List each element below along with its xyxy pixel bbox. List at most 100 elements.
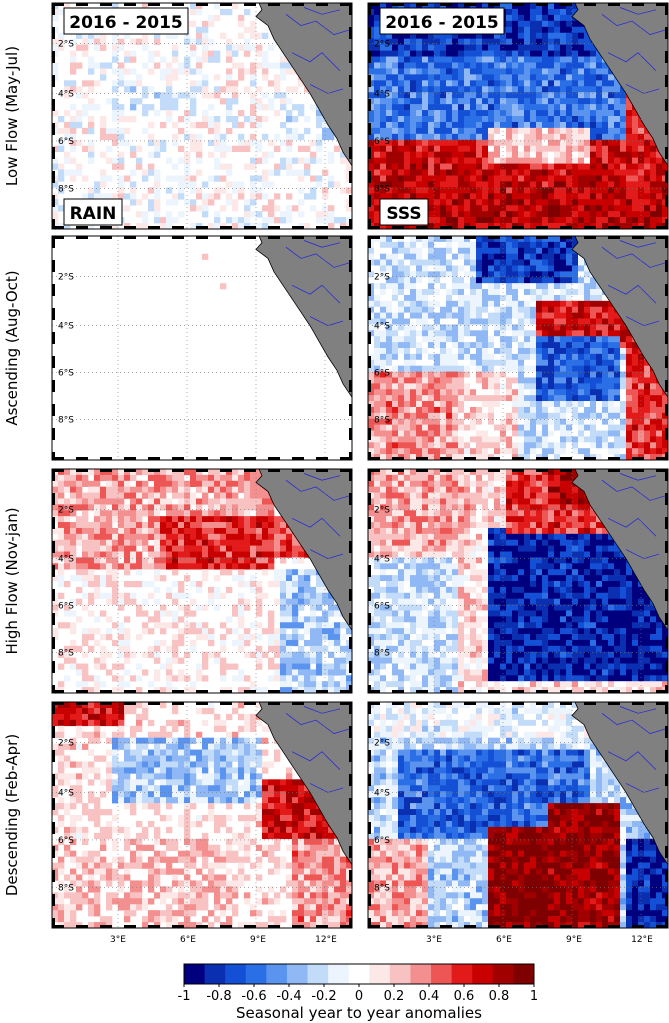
lon-tick: 6°E <box>496 935 512 945</box>
river-line <box>291 751 341 771</box>
colorbar-swatch <box>431 964 453 984</box>
colorbar-tick-label: -0.8 <box>206 989 231 1004</box>
river-line <box>285 713 350 734</box>
lon-tick: 3°E <box>110 935 126 945</box>
lat-tick: 4°S <box>374 89 390 99</box>
colorbar-swatch <box>245 964 267 984</box>
river-line <box>607 52 657 72</box>
lat-tick: 4°S <box>374 555 390 565</box>
river-line <box>303 473 341 481</box>
lat-tick: 4°S <box>58 555 74 565</box>
colorbar-tick-label: 0.8 <box>489 989 510 1004</box>
colorbar-swatch <box>472 964 494 984</box>
row-label-ascending: Ascending (Aug-Oct) <box>3 270 21 425</box>
river-line <box>619 706 657 714</box>
lat-tick: 8°S <box>374 883 390 893</box>
colorbar-swatch <box>225 964 247 984</box>
river-line <box>291 284 341 304</box>
colorbar-tick-label: 1 <box>530 989 538 1004</box>
river-line <box>303 7 341 15</box>
river-line <box>303 240 341 248</box>
river-line <box>285 14 350 35</box>
river-line <box>285 246 350 268</box>
lat-tick: 2°S <box>58 272 74 282</box>
rain-variable-label: RAIN <box>70 204 117 224</box>
colorbar-tick-label: -1 <box>178 989 191 1004</box>
colorbar-tick-label: 0.4 <box>419 989 440 1004</box>
lat-tick: 4°S <box>374 788 390 798</box>
river-line <box>619 7 657 15</box>
sss-map-panel: 2°S 4°S 6°S 8°S <box>367 235 669 461</box>
lat-tick: 4°S <box>58 89 74 99</box>
river-line <box>601 14 666 35</box>
colorbar-tick-label: 0.6 <box>454 989 475 1004</box>
colorbar-swatch <box>184 964 205 984</box>
colorbar-swatch <box>513 964 535 984</box>
lat-tick: 6°S <box>374 137 390 147</box>
row-label-descending: Descending (Feb-Apr) <box>3 734 21 896</box>
lat-tick: 8°S <box>374 416 390 426</box>
river-line <box>607 284 657 304</box>
rain-map-panel: 2°S 4°S 6°S 8°S <box>51 2 353 230</box>
lat-tick: 2°S <box>374 272 390 282</box>
colorbar <box>183 963 535 985</box>
river-line <box>619 473 657 481</box>
lon-tick: 12°E <box>631 935 653 945</box>
lon-tick: 12°E <box>315 935 337 945</box>
rain-variable-box: RAIN <box>63 198 123 226</box>
colorbar-swatch <box>307 964 329 984</box>
colorbar-swatch <box>492 964 514 984</box>
colorbar-tick-label: -0.2 <box>311 989 336 1004</box>
river-line <box>601 479 666 501</box>
colorbar-tick-label: 0 <box>355 989 363 1004</box>
lat-tick: 8°S <box>58 649 74 659</box>
colorbar-tick-label: 0.2 <box>384 989 405 1004</box>
lat-tick: 6°S <box>58 369 74 379</box>
lat-tick: 8°S <box>58 184 74 194</box>
colorbar-swatch <box>286 964 308 984</box>
river-line <box>601 713 666 734</box>
colorbar-swatch <box>266 964 288 984</box>
lat-tick: 2°S <box>374 739 390 749</box>
river-line <box>607 517 657 537</box>
lat-tick: 2°S <box>58 40 74 50</box>
row-label-low-flow: Low Flow (May-Jul) <box>3 46 21 186</box>
colorbar-swatch <box>204 964 226 984</box>
lat-tick: 2°S <box>374 505 390 515</box>
river-line <box>285 479 350 501</box>
river-line <box>303 706 341 714</box>
lat-tick: 4°S <box>58 322 74 332</box>
river-line <box>291 52 341 72</box>
lat-tick: 6°S <box>374 369 390 379</box>
colorbar-label: Seasonal year to year anomalies <box>236 1004 482 1022</box>
rain-header-box: 2016 - 2015 <box>63 7 189 35</box>
rain-map-panel: 2°S 4°S 6°S 8°S <box>51 468 353 694</box>
rain-header-label: 2016 - 2015 <box>69 13 183 33</box>
sss-map-panel: 2°S 4°S 6°S 8°S <box>367 701 669 929</box>
sss-header-box: 2016 - 2015 <box>379 7 505 35</box>
sss-variable-box: SSS <box>379 198 429 226</box>
lat-tick: 6°S <box>58 836 74 846</box>
lon-ticks-right: 3°E 6°E 9°E 12°E <box>426 935 653 945</box>
lat-tick: 8°S <box>374 184 390 194</box>
river-line <box>291 517 341 537</box>
lat-tick: 6°S <box>374 602 390 612</box>
lat-tick: 6°S <box>58 137 74 147</box>
colorbar-ticks: -1 -0.8 -0.6 -0.4 -0.2 0 0.2 0.4 0.6 0.8 1 <box>178 984 538 1004</box>
lat-tick: 2°S <box>374 40 390 50</box>
river-line <box>607 751 657 771</box>
sss-header-label: 2016 - 2015 <box>385 13 499 33</box>
river-line <box>619 240 657 248</box>
lat-tick: 6°S <box>374 836 390 846</box>
lat-tick: 8°S <box>58 883 74 893</box>
colorbar-swatch <box>389 964 411 984</box>
lat-tick: 4°S <box>374 322 390 332</box>
lat-tick: 2°S <box>58 739 74 749</box>
lon-tick: 9°E <box>566 935 582 945</box>
colorbar-tick-label: -0.6 <box>241 989 266 1004</box>
lon-ticks-left: 3°E 6°E 9°E 12°E <box>110 935 337 945</box>
colorbar-swatch <box>328 964 350 984</box>
river-line <box>601 246 666 268</box>
lon-tick: 3°E <box>426 935 442 945</box>
sss-map-panel: 2°S 4°S 6°S 8°S <box>367 468 669 694</box>
